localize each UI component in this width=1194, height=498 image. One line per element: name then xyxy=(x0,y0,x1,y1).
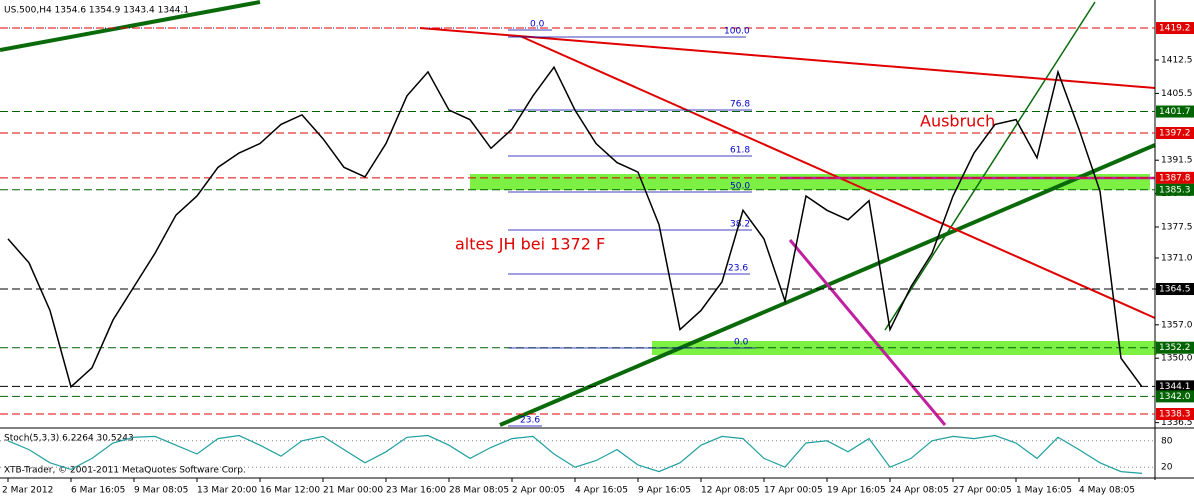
y-tick-label: 1357.0 xyxy=(1161,320,1193,330)
annotation: Ausbruch xyxy=(920,112,995,131)
level-box xyxy=(1156,22,1194,35)
x-tick-label: 12 Apr 08:05 xyxy=(701,486,760,496)
x-tick-label: 2 Mar 2012 xyxy=(2,486,53,496)
trend-line xyxy=(419,27,1156,89)
x-tick-label: 9 Apr 16:05 xyxy=(638,486,691,496)
level-label: 1397.2 xyxy=(1159,129,1191,139)
level-box xyxy=(1156,105,1194,118)
level-box xyxy=(1156,127,1194,140)
level-box xyxy=(1156,341,1194,354)
level-label: 1401.7 xyxy=(1159,107,1191,117)
indicator-title: Stoch(5,3,3) 6.2264 30.5243 xyxy=(4,434,134,444)
x-tick-label: 9 Mar 08:05 xyxy=(134,486,188,496)
copyright: XTB-Trader, © 2001-2011 MetaQuotes Softw… xyxy=(4,466,246,476)
x-tick-label: 17 Apr 00:05 xyxy=(764,486,823,496)
price-line xyxy=(7,65,1143,389)
x-tick-label: 4 Apr 16:05 xyxy=(575,486,628,496)
fib-label: 50.0 xyxy=(730,182,750,192)
stoch-line xyxy=(7,434,1143,474)
annotation: altes JH bei 1372 F xyxy=(455,235,605,254)
y-tick-label: 1336.5 xyxy=(1161,418,1193,428)
level-box xyxy=(1156,380,1194,393)
trend-line xyxy=(884,1,1096,331)
y-tick-label: 1412.5 xyxy=(1161,56,1193,66)
fib-label: 38.2 xyxy=(730,220,750,230)
zone xyxy=(470,174,1150,190)
level-label: 1385.3 xyxy=(1159,185,1191,195)
x-tick-label: 28 Mar 08:05 xyxy=(449,486,509,496)
y-tick-label: 1377.5 xyxy=(1161,222,1193,232)
fib-label: 100.0 xyxy=(724,27,750,37)
x-tick-label: 27 Apr 00:05 xyxy=(953,486,1012,496)
trend-line xyxy=(0,0,261,52)
x-tick-label: 6 Mar 16:05 xyxy=(71,486,125,496)
level-label: 1352.2 xyxy=(1159,343,1191,353)
fib-label: 61.8 xyxy=(730,146,750,156)
level-box xyxy=(1156,390,1194,403)
level-label: 1419.2 xyxy=(1159,24,1191,34)
level-box xyxy=(1156,408,1194,421)
level-label: 1344.1 xyxy=(1159,382,1191,392)
fib-label: 0.0 xyxy=(734,338,749,348)
fib-label: 23.6 xyxy=(728,264,748,274)
fib-label: 76.8 xyxy=(730,100,750,110)
x-tick-label: 23 Mar 16:00 xyxy=(386,486,446,496)
x-tick-label: 1 May 16:05 xyxy=(1016,486,1072,496)
x-tick-label: 21 Mar 00:00 xyxy=(323,486,383,496)
trend-line xyxy=(788,239,947,426)
y-tick-label: 1405.5 xyxy=(1161,89,1193,99)
level-box xyxy=(1156,171,1194,184)
level-label: 1342.0 xyxy=(1159,392,1191,402)
level-box xyxy=(1156,183,1194,196)
x-tick-label: 24 Apr 08:05 xyxy=(890,486,949,496)
fib-label: 23.6 xyxy=(520,416,540,426)
y-tick-label: 1371.0 xyxy=(1161,254,1193,264)
level-label: 1364.5 xyxy=(1159,285,1191,295)
x-tick-label: 19 Apr 16:05 xyxy=(827,486,886,496)
level-box xyxy=(1156,283,1194,296)
x-tick-label: 16 Mar 12:00 xyxy=(260,486,320,496)
fib-label: 0.0 xyxy=(530,20,545,30)
level-label: 1338.3 xyxy=(1159,410,1191,420)
y-tick-label: 1350.0 xyxy=(1161,354,1193,364)
x-tick-label: 2 Apr 00:05 xyxy=(512,486,565,496)
stoch-tick-label: 80 xyxy=(1161,436,1173,446)
x-tick-label: 4 May 08:05 xyxy=(1079,486,1135,496)
stoch-tick-label: 20 xyxy=(1161,463,1173,473)
level-label: 1387.8 xyxy=(1159,173,1191,183)
y-tick-label: 1391.5 xyxy=(1161,156,1193,166)
x-tick-label: 13 Mar 20:00 xyxy=(197,486,257,496)
chart-title: US.500,H4 1354.6 1354.9 1343.4 1344.1 xyxy=(4,6,189,16)
